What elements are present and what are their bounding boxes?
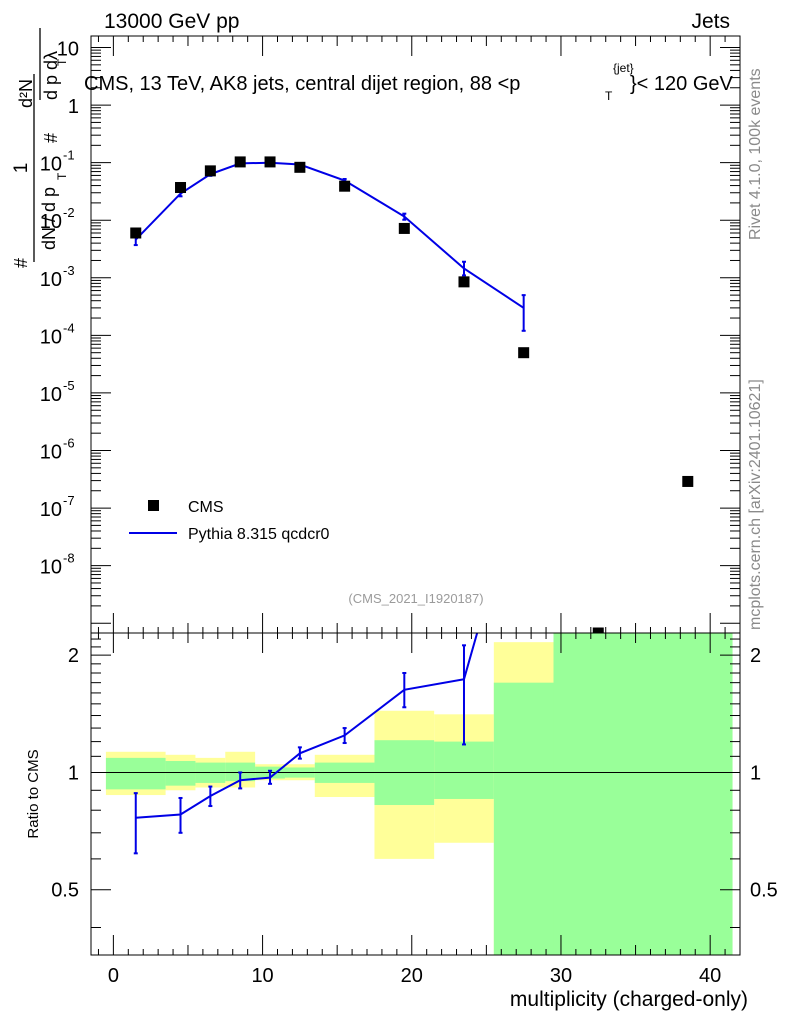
- main-y-tick-label: 10: [40, 211, 62, 233]
- main-title: CMS, 13 TeV, AK8 jets, central dijet reg…: [84, 61, 734, 103]
- ratio-y-tick-label-right: 1: [750, 762, 761, 784]
- cms-data-point: [130, 227, 142, 239]
- cms-data-point: [458, 276, 470, 288]
- ratio-y-tick-label-right: 0.5: [750, 880, 778, 902]
- main-y-tick-label: 10: [40, 499, 62, 521]
- cms-data-point: [175, 182, 187, 194]
- cms-data-point: [518, 347, 530, 359]
- main-y-tick-label: 10: [40, 326, 62, 348]
- cms-data-point: [398, 222, 410, 234]
- main-y-tick-exponent: -6: [63, 436, 75, 451]
- legend: CMS Pythia 8.315 qcdcr0: [129, 499, 330, 543]
- ylabel-dn-dpt: dN / d p: [39, 187, 59, 250]
- ratio-y-axis-label: Ratio to CMS: [25, 749, 42, 838]
- ylabel-d2n: d²N: [16, 79, 36, 108]
- ratio-inner-uncertainty-band: [493, 682, 554, 955]
- cms-data-point: [264, 156, 276, 168]
- ylabel-t-sub-2: T: [55, 58, 69, 66]
- main-panel-content: [130, 156, 694, 639]
- legend-pythia-label: Pythia 8.315 qcdcr0: [188, 526, 330, 543]
- main-y-tick-exponent: -8: [63, 551, 75, 566]
- cms-data-point: [234, 156, 246, 168]
- main-y-tick-exponent: -4: [63, 320, 75, 335]
- header-jets-label: Jets: [691, 10, 730, 33]
- ratio-x-tick-label: 30: [550, 965, 572, 987]
- main-y-axis-label: 1 # dN / d p T d²N # d p dλ T: [11, 28, 69, 268]
- ratio-panel-frame: [90, 632, 741, 956]
- main-title-tail: }< 120 GeV: [630, 73, 734, 95]
- main-title-superscript: {jet}: [613, 61, 634, 75]
- analysis-watermark: (CMS_2021_I1920187): [348, 591, 483, 606]
- main-y-tick-label: 10: [40, 154, 62, 176]
- main-panel-frame: [90, 35, 741, 634]
- ylabel-dpt-dl: d p dλ: [41, 51, 61, 100]
- legend-cms-label: CMS: [188, 499, 224, 516]
- main-panel-ticks: [91, 36, 740, 633]
- ylabel-hash-2: #: [41, 133, 61, 143]
- main-y-tick-label: 10: [40, 442, 62, 464]
- main-y-tick-label: 10: [40, 557, 62, 579]
- main-title-subscript: T: [605, 89, 613, 103]
- ratio-x-tick-label: 40: [699, 965, 721, 987]
- mcplots-label: mcplots.cern.ch [arXiv:2401.10621]: [747, 379, 764, 630]
- ylabel-one: 1: [11, 163, 32, 174]
- ratio-inner-uncertainty-band: [434, 741, 494, 799]
- rivet-version-label: Rivet 4.1.0, 100k events: [747, 68, 764, 240]
- main-y-tick-exponent: -2: [63, 205, 75, 220]
- cms-data-point: [204, 165, 216, 177]
- main-y-tick-exponent: -5: [63, 378, 75, 393]
- main-y-tick-exponent: -3: [63, 263, 75, 278]
- main-y-tick-label: 1: [68, 96, 79, 118]
- ratio-inner-uncertainty-band: [165, 761, 196, 786]
- cms-data-point: [339, 180, 351, 192]
- ratio-y-tick-label: 1: [68, 762, 79, 784]
- main-y-tick-label: 10: [40, 269, 62, 291]
- ratio-x-tick-label: 0: [108, 965, 119, 987]
- ratio-pythia-line: [135, 633, 479, 819]
- main-y-tick-exponent: -7: [63, 493, 75, 508]
- ratio-x-tick-label: 10: [251, 965, 273, 987]
- ratio-y-tick-label: 0.5: [51, 880, 79, 902]
- main-y-tick-label: 10: [40, 384, 62, 406]
- ratio-inner-uncertainty-band: [553, 633, 733, 955]
- ratio-y-tick-label: 2: [68, 645, 79, 667]
- ratio-y-tick-label-right: 2: [750, 645, 761, 667]
- main-y-tick-label: 10: [57, 39, 79, 61]
- ratio-series-group: [133, 633, 479, 855]
- cms-data-point: [682, 475, 694, 487]
- ylabel-hash-1: #: [11, 258, 31, 268]
- x-axis-label: multiplicity (charged-only): [510, 988, 748, 1011]
- header-energy-label: 13000 GeV pp: [104, 10, 239, 33]
- ratio-x-tick-label: 20: [401, 965, 423, 987]
- ratio-tick-labels: 0 10 20 30 40 0.5 0.5 1 1 2 2: [51, 645, 778, 987]
- pythia-line: [135, 161, 525, 309]
- ylabel-t-sub-1: T: [55, 172, 69, 180]
- main-y-tick-exponent: -1: [63, 148, 75, 163]
- ratio-inner-uncertainty-band: [105, 757, 166, 790]
- ratio-panel-ticks: [91, 633, 740, 955]
- cms-data-point: [294, 161, 306, 173]
- legend-cms-marker: [148, 500, 159, 511]
- main-title-text: CMS, 13 TeV, AK8 jets, central dijet reg…: [84, 73, 520, 95]
- ratio-panel-content: [91, 633, 740, 955]
- ratio-panel: 0 10 20 30 40 0.5 0.5 1 1 2 2 Ratio to CMS multipl…: [25, 632, 778, 1011]
